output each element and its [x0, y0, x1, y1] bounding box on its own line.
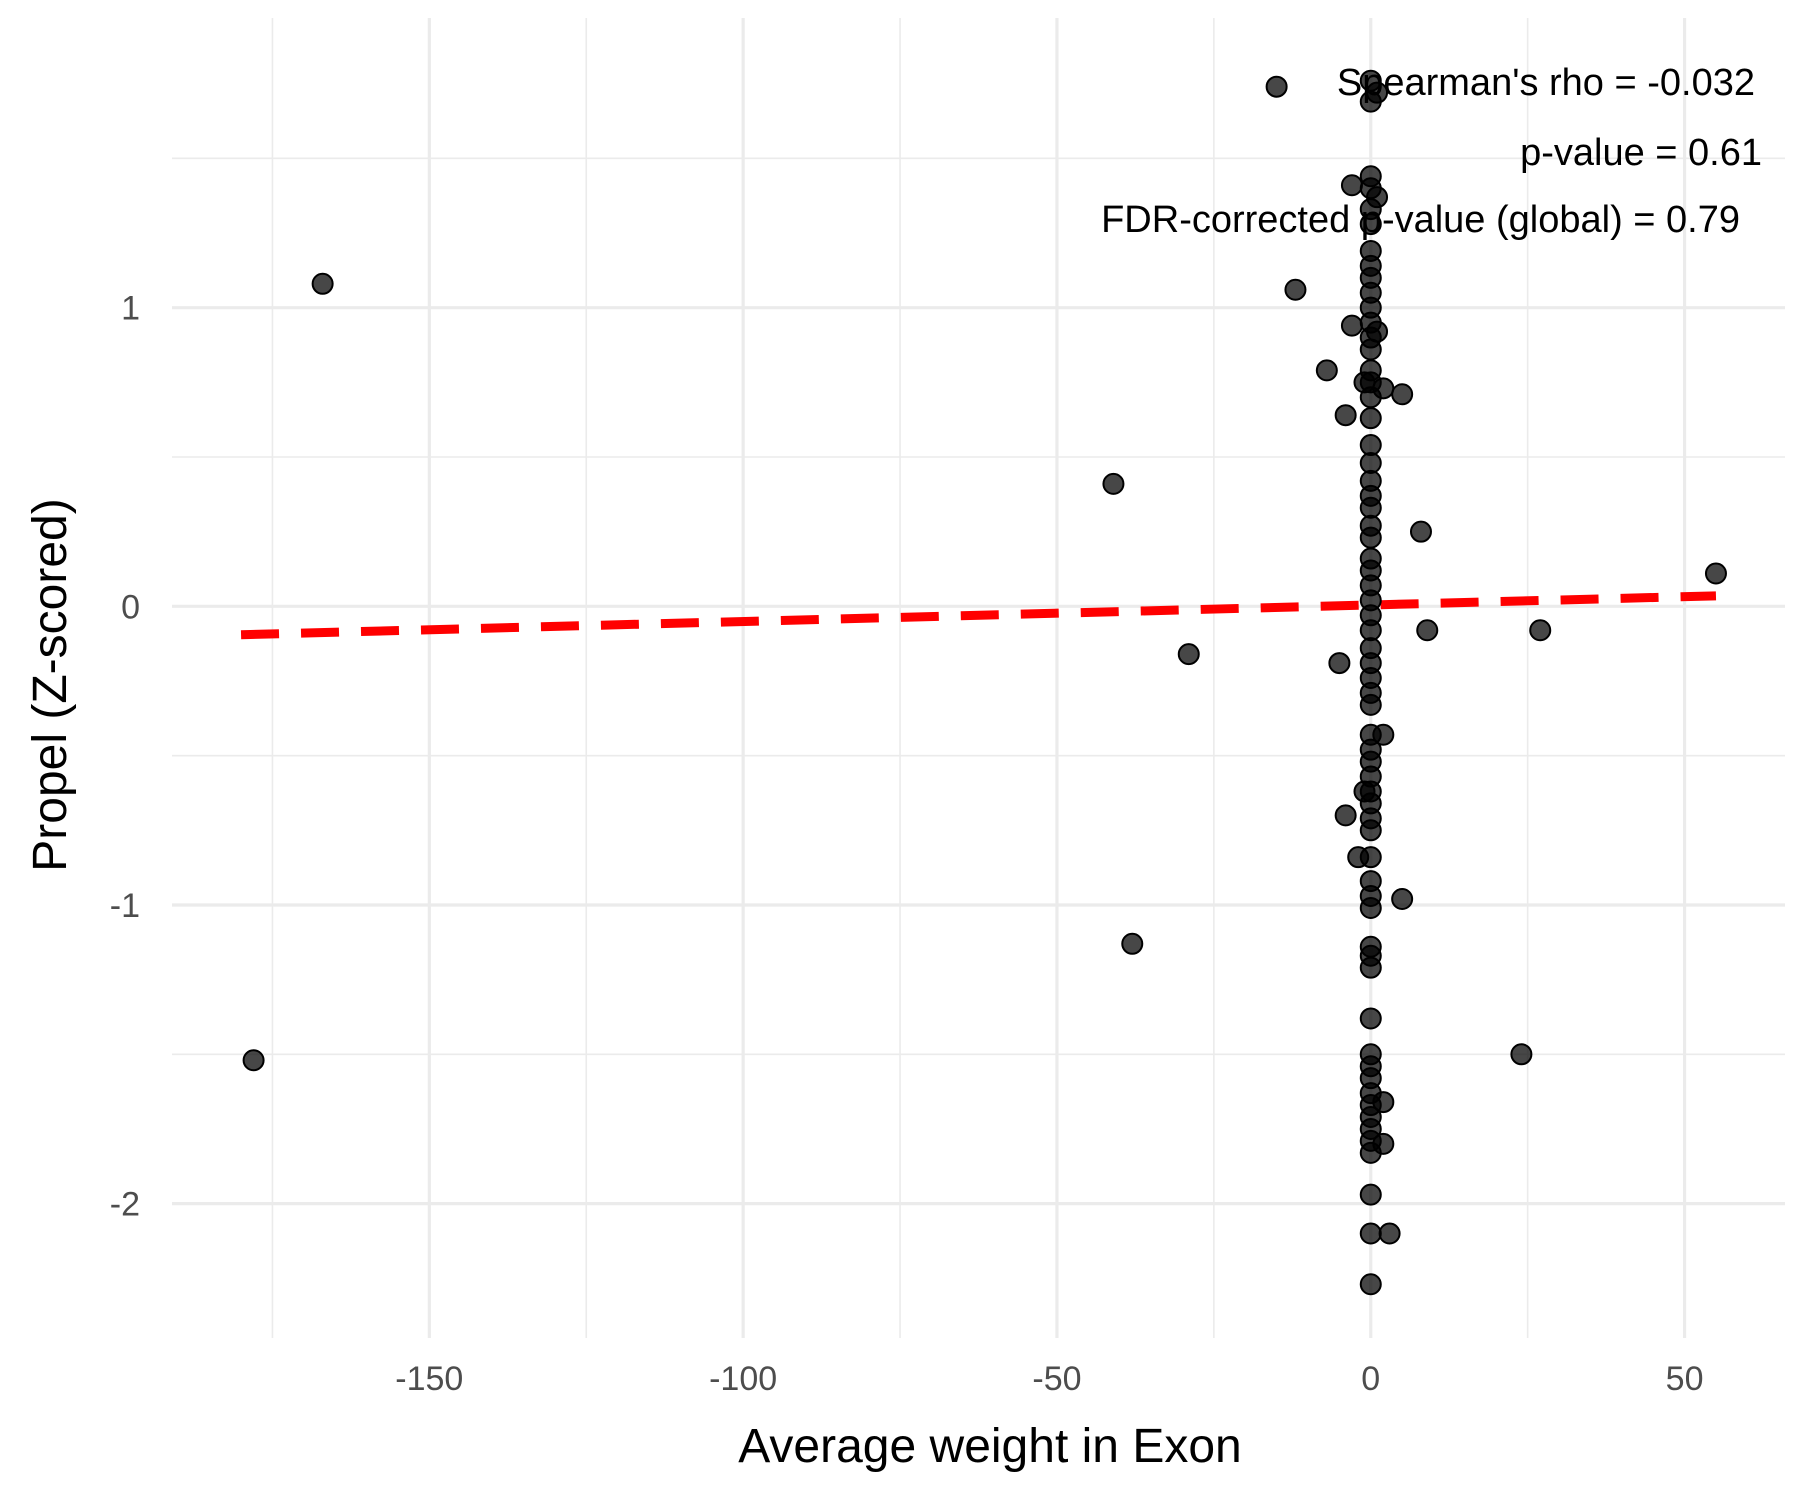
- data-point: [1359, 338, 1382, 361]
- data-point: [311, 272, 334, 295]
- regression-line: [240, 591, 1717, 640]
- stats-annotations: Spearman's rho = -0.032 p-value = 0.61 FDR…: [1101, 62, 1762, 241]
- stats-annotation: FDR-corrected p-value (global) = 0.79: [1101, 199, 1740, 241]
- data-point: [1121, 932, 1144, 955]
- data-point: [1340, 314, 1363, 337]
- data-point: [1704, 562, 1727, 585]
- data-point: [1378, 1222, 1401, 1245]
- data-point: [1359, 407, 1382, 430]
- data-point: [1359, 213, 1382, 236]
- trend-line: [240, 591, 1717, 640]
- data-point: [1328, 652, 1351, 675]
- data-point: [1315, 359, 1338, 382]
- y-axis-ticks: -2 -1 0 1: [110, 290, 140, 1224]
- y-tick-label: -1: [110, 887, 140, 925]
- x-axis-ticks: -150 -100 -50 0 50: [395, 1360, 1703, 1398]
- data-point: [1359, 526, 1382, 549]
- data-point: [1334, 404, 1357, 427]
- data-point: [1359, 693, 1382, 716]
- data-point: [1177, 643, 1200, 666]
- x-tick-label: -50: [1032, 1360, 1081, 1398]
- data-point: [1409, 520, 1432, 543]
- x-tick-label: 50: [1666, 1360, 1704, 1398]
- y-axis-title: Propel (Z-scored): [24, 498, 77, 871]
- data-point: [1359, 177, 1382, 200]
- data-point: [1102, 472, 1125, 495]
- data-point: [1359, 819, 1382, 842]
- data-point: [1359, 1222, 1382, 1245]
- data-point: [1284, 278, 1307, 301]
- data-point: [1359, 1183, 1382, 1206]
- y-tick-label: 0: [121, 588, 140, 626]
- data-point: [1391, 383, 1414, 406]
- stats-annotation: Spearman's rho = -0.032: [1337, 62, 1755, 104]
- data-point: [1510, 1043, 1533, 1066]
- data-point: [1359, 956, 1382, 979]
- x-tick-label: 0: [1361, 1360, 1380, 1398]
- data-point: [1359, 1141, 1382, 1164]
- data-point: [1334, 804, 1357, 827]
- data-point: [1391, 887, 1414, 910]
- y-tick-label: 1: [121, 290, 140, 328]
- data-point: [1340, 174, 1363, 197]
- y-tick-label: -2: [110, 1186, 140, 1224]
- stats-annotation: p-value = 0.61: [1520, 132, 1762, 174]
- data-point: [1359, 386, 1382, 409]
- data-point: [242, 1049, 265, 1072]
- x-tick-label: -100: [709, 1360, 777, 1398]
- minor-gridlines: [172, 18, 1785, 1338]
- data-point: [1359, 896, 1382, 919]
- data-point: [1359, 1007, 1382, 1030]
- data-point: [1529, 619, 1552, 642]
- data-point: [1416, 619, 1439, 642]
- data-point: [1359, 90, 1382, 113]
- data-point: [1359, 846, 1382, 869]
- x-axis-title: Average weight in Exon: [738, 1420, 1241, 1473]
- data-point: [1265, 75, 1288, 98]
- data-point: [1359, 1273, 1382, 1296]
- data-points: [242, 69, 1727, 1296]
- x-tick-label: -150: [395, 1360, 463, 1398]
